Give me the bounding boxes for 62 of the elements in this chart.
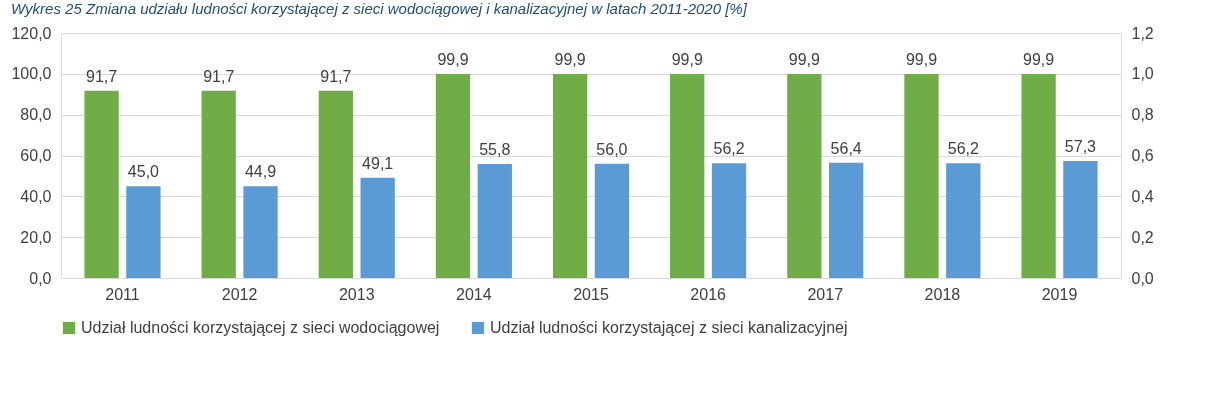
chart-title: Wykres 25 Zmiana udziału ludności korzystającej z sieci wodociągowej i kanalizacyjnej w latach 2011-2020 [%] xyxy=(10,0,748,17)
data-label: 91,7 xyxy=(203,67,235,85)
data-label: 57,3 xyxy=(1064,138,1097,156)
data-label: 91,7 xyxy=(320,67,352,85)
data-label: 49,1 xyxy=(362,154,394,172)
data-label: 99,9 xyxy=(788,51,821,69)
x-tick-label: 2018 xyxy=(924,285,961,303)
bar xyxy=(243,186,278,278)
bar xyxy=(201,90,236,278)
bar xyxy=(552,74,588,278)
data-label: 56,2 xyxy=(947,140,979,158)
y-tick-label: 20,0 xyxy=(20,228,52,246)
y2-tick-label: 1,0 xyxy=(1131,65,1154,83)
bar xyxy=(318,90,353,278)
bar xyxy=(477,164,512,278)
bar xyxy=(1021,74,1056,278)
bar xyxy=(594,163,630,278)
data-label: 99,9 xyxy=(437,51,469,69)
x-tick-label: 2011 xyxy=(105,285,140,303)
bar xyxy=(126,186,161,278)
legend-label: Udział ludności korzystającej z sieci kanalizacyjnej xyxy=(490,319,848,336)
bar xyxy=(360,177,395,278)
data-label: 99,9 xyxy=(905,51,938,69)
x-tick-label: 2017 xyxy=(807,285,844,303)
bar xyxy=(787,74,822,278)
x-tick-label: 2012 xyxy=(221,285,258,303)
y2-tick-label: 1,2 xyxy=(1131,24,1154,42)
bar xyxy=(946,163,981,278)
bar xyxy=(829,162,864,278)
y2-tick-label: 0,2 xyxy=(1131,228,1154,246)
y-tick-label: 60,0 xyxy=(20,147,52,164)
y-tick-label: 100,0 xyxy=(11,65,52,83)
bar xyxy=(904,74,939,278)
x-tick-label: 2016 xyxy=(690,285,727,303)
y2-tick-label: 0,4 xyxy=(1131,187,1154,205)
x-tick-label: 2015 xyxy=(573,285,609,303)
data-label: 99,9 xyxy=(554,51,586,69)
y-tick-label: 0,0 xyxy=(29,269,52,287)
y2-tick-label: 0,6 xyxy=(1131,147,1154,164)
data-label: 44,9 xyxy=(244,163,277,181)
data-label: 91,7 xyxy=(86,67,118,85)
data-label: 45,0 xyxy=(127,163,160,181)
data-label: 56,0 xyxy=(596,140,628,158)
data-label: 55,8 xyxy=(479,141,511,159)
x-tick-label: 2014 xyxy=(456,285,492,303)
bar xyxy=(670,74,705,278)
data-label: 56,4 xyxy=(830,139,862,157)
bar xyxy=(435,74,471,278)
bar xyxy=(84,90,119,278)
legend-label: Udział ludności korzystającej z sieci wodociągowej xyxy=(81,319,440,336)
bar xyxy=(711,163,747,278)
data-label: 99,9 xyxy=(671,51,703,69)
x-tick-label: 2013 xyxy=(338,285,375,303)
x-tick-label: 2019 xyxy=(1041,285,1078,303)
data-label: 56,2 xyxy=(713,140,745,158)
y-tick-label: 120,0 xyxy=(11,24,52,42)
y2-tick-label: 0,8 xyxy=(1131,106,1154,124)
data-label: 99,9 xyxy=(1023,51,1055,69)
y-tick-label: 80,0 xyxy=(20,106,52,124)
y-tick-label: 40,0 xyxy=(20,187,52,205)
y2-tick-label: 0,0 xyxy=(1131,269,1154,287)
bar xyxy=(1063,161,1098,278)
